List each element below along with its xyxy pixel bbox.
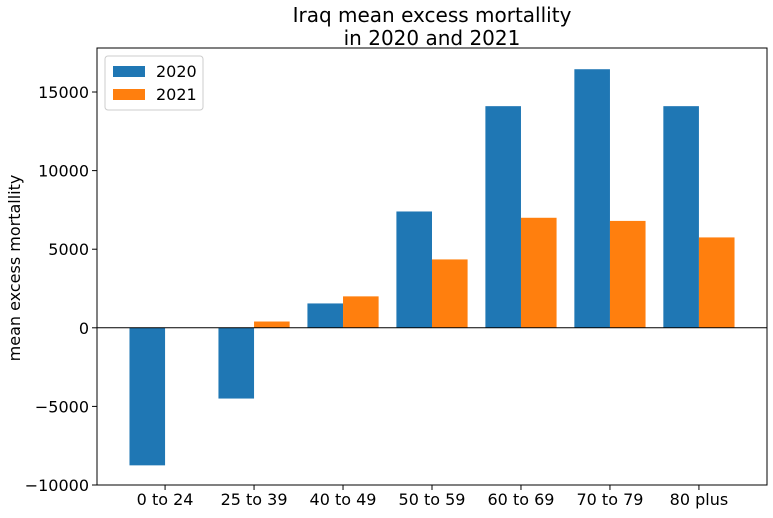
y-axis: −10000 −5000 0 5000 10000 15000 <box>25 83 97 495</box>
x-tick-label: 0 to 24 <box>137 490 194 509</box>
bar-2020-80-plus <box>663 106 699 328</box>
y-tick-label: −10000 <box>25 476 89 495</box>
x-tick-label: 70 to 79 <box>576 490 643 509</box>
bar-2020-0-to-24 <box>129 327 166 466</box>
y-tick-label: 5000 <box>48 240 89 259</box>
x-axis: 0 to 24 25 to 39 40 to 49 50 to 59 60 to 69 7… <box>137 485 729 509</box>
bar-2020-70-to-79 <box>574 69 610 328</box>
legend-swatch-2021 <box>113 89 145 100</box>
x-tick-label: 40 to 49 <box>310 490 377 509</box>
bar-2021-60-to-69 <box>520 217 557 328</box>
chart-title-line-1: Iraq mean excess mortallity <box>293 3 572 27</box>
x-tick-label: 80 plus <box>670 490 729 509</box>
x-tick-label: 60 to 69 <box>488 490 555 509</box>
y-axis-label: mean excess mortallity <box>5 175 24 362</box>
x-tick-label: 50 to 59 <box>399 490 466 509</box>
bar-2021-50-to-59 <box>432 259 468 328</box>
chart-title-line-2: in 2020 and 2021 <box>344 26 521 50</box>
y-tick-label: 10000 <box>38 162 89 181</box>
bars <box>129 69 735 466</box>
bar-2021-25-to-39 <box>254 321 290 328</box>
legend-label-2020: 2020 <box>156 62 197 81</box>
bar-2021-80-plus <box>698 237 735 328</box>
bar-2020-25-to-39 <box>218 327 255 399</box>
bar-2020-50-to-59 <box>396 211 432 328</box>
legend-label-2021: 2021 <box>156 85 197 104</box>
plot-frame <box>96 47 768 486</box>
y-tick-label: 15000 <box>38 83 89 102</box>
bar-2020-40-to-49 <box>307 303 344 328</box>
y-tick-label: 0 <box>79 319 89 338</box>
y-tick-label: −5000 <box>35 397 89 416</box>
legend: 2020 2021 <box>104 55 204 111</box>
bar-2020-60-to-69 <box>485 106 521 328</box>
legend-swatch-2020 <box>113 66 145 77</box>
x-tick-label: 25 to 39 <box>221 490 288 509</box>
bar-2021-70-to-79 <box>609 220 646 328</box>
bar-2021-40-to-49 <box>343 296 379 328</box>
